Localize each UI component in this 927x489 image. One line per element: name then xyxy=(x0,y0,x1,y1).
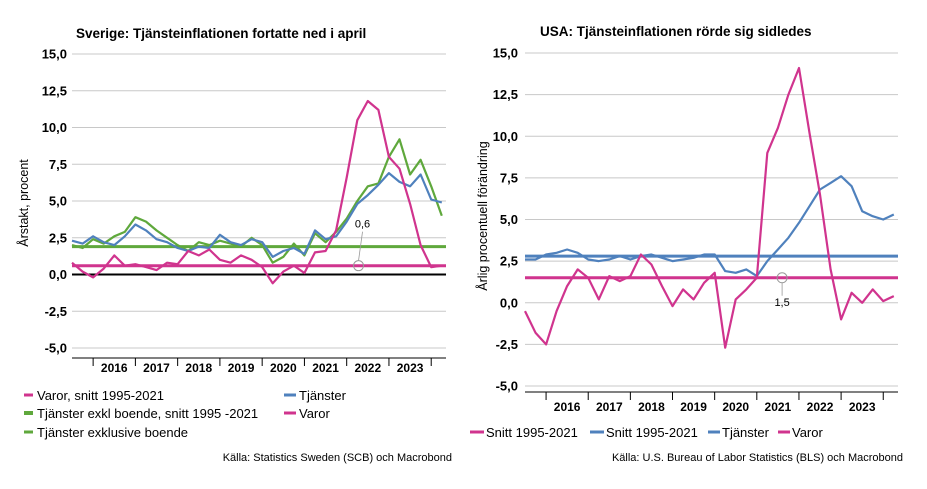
y-tick-label: -2,5 xyxy=(496,337,518,352)
x-tick-label: 2022 xyxy=(354,361,381,375)
y-tick-label: 0,0 xyxy=(49,267,67,282)
annotation-label: 1,5 xyxy=(774,297,789,309)
x-tick-labels: 2016 2017 2018 2019 2020 2021 2022 2023 xyxy=(101,361,424,375)
series-layer xyxy=(524,66,898,349)
series-varor-line xyxy=(524,66,895,349)
legend-label: Varor xyxy=(299,406,330,421)
legend-item: Tjänster exkl boende, snitt 1995 -2021 xyxy=(24,406,258,421)
x-tick-label: 2023 xyxy=(397,361,424,375)
legend-label: Varor xyxy=(792,425,823,440)
legend-label: Tjänster exklusive boende xyxy=(37,425,188,440)
legend-item: Snitt 1995-2021 xyxy=(470,425,578,440)
chart-title: USA: Tjänsteinflationen rörde sig sidled… xyxy=(540,24,812,39)
y-tick-label: -5,0 xyxy=(496,379,518,394)
y-tick-label: 7,5 xyxy=(500,170,518,185)
x-tick-label: 2018 xyxy=(185,361,212,375)
y-tick-label: 7,5 xyxy=(49,157,67,172)
annotation: 1,5 xyxy=(774,272,790,309)
y-axis-label: Årstakt, procent xyxy=(16,159,31,247)
chart-title: Sverige: Tjänsteinflationen fortatte ned… xyxy=(76,26,366,41)
legend-label: Tjänster xyxy=(722,425,770,440)
x-tick-label: 2021 xyxy=(765,400,792,414)
series-tjänster-line xyxy=(71,172,443,258)
legend: Snitt 1995-2021 Snitt 1995-2021 Tjänster… xyxy=(470,425,823,440)
x-tick-label: 2023 xyxy=(849,400,876,414)
y-tick-label: 5,0 xyxy=(500,212,518,227)
x-tick-label: 2017 xyxy=(143,361,170,375)
y-tick-label: 12,5 xyxy=(42,83,67,98)
y-tick-label: 2,5 xyxy=(49,230,67,245)
y-tick-label: -2,5 xyxy=(45,304,67,319)
legend-item: Varor, snitt 1995-2021 xyxy=(24,388,164,403)
legend-label: Tjänster xyxy=(299,388,347,403)
y-tick-label: 12,5 xyxy=(493,87,518,102)
legend-item: Tjänster exklusive boende xyxy=(24,425,188,440)
y-tick-label: 15,0 xyxy=(42,47,67,62)
y-tick-label: 2,5 xyxy=(500,254,518,269)
y-tick-labels: 15,0 12,5 10,0 7,5 5,0 2,5 0,0 -2,5 -5,0 xyxy=(493,46,518,394)
gridlines xyxy=(72,53,446,366)
series-tjänster-line xyxy=(525,175,895,278)
x-tick-label: 2018 xyxy=(638,400,665,414)
source-note: Källa: U.S. Bureau of Labor Statistics (… xyxy=(612,452,903,464)
series-layer xyxy=(71,99,446,285)
legend-label: Varor, snitt 1995-2021 xyxy=(37,388,164,403)
y-tick-label: 10,0 xyxy=(42,120,67,135)
series-varor-line xyxy=(71,99,442,285)
x-tick-label: 2022 xyxy=(807,400,834,414)
y-tick-label: 5,0 xyxy=(49,194,67,209)
legend-label: Snitt 1995-2021 xyxy=(486,425,578,440)
chart-usa: USA: Tjänsteinflationen rörde sig sidled… xyxy=(470,24,903,464)
x-tick-label: 2020 xyxy=(722,400,749,414)
legend: Varor, snitt 1995-2021 Tjänster Tjänster… xyxy=(24,388,347,440)
y-tick-label: 0,0 xyxy=(500,295,518,310)
x-tick-label: 2019 xyxy=(228,361,255,375)
x-tick-label: 2019 xyxy=(680,400,707,414)
y-tick-label: 10,0 xyxy=(493,129,518,144)
x-tick-label: 2016 xyxy=(101,361,128,375)
x-tick-label: 2016 xyxy=(554,400,581,414)
annotation: 0,6 xyxy=(353,219,370,272)
legend-item: Tjänster xyxy=(708,425,770,440)
annotation-leader xyxy=(358,231,363,261)
legend-item: Snitt 1995-2021 xyxy=(590,425,698,440)
annotation-label: 0,6 xyxy=(355,219,370,231)
legend-item: Varor xyxy=(778,425,823,440)
y-tick-label: -5,0 xyxy=(45,341,67,356)
gridlines xyxy=(525,52,898,400)
source-note: Källa: Statistics Sweden (SCB) och Macro… xyxy=(223,452,452,464)
chart-sweden: Sverige: Tjänsteinflationen fortatte ned… xyxy=(16,26,452,464)
legend-item: Varor xyxy=(284,406,330,421)
x-tick-labels: 2016 2017 2018 2019 2020 2021 2022 2023 xyxy=(554,400,876,414)
y-tick-labels: 15,0 12,5 10,0 7,5 5,0 2,5 0,0 -2,5 -5,0 xyxy=(42,47,67,356)
y-tick-label: 15,0 xyxy=(493,46,518,61)
legend-item: Tjänster xyxy=(284,388,347,403)
legend-label: Tjänster exkl boende, snitt 1995 -2021 xyxy=(37,406,258,421)
legend-label: Snitt 1995-2021 xyxy=(606,425,698,440)
x-tick-label: 2017 xyxy=(596,400,623,414)
x-tick-label: 2020 xyxy=(270,361,297,375)
y-axis-label: Årlig procentuell förändring xyxy=(475,141,490,290)
x-tick-label: 2021 xyxy=(312,361,339,375)
